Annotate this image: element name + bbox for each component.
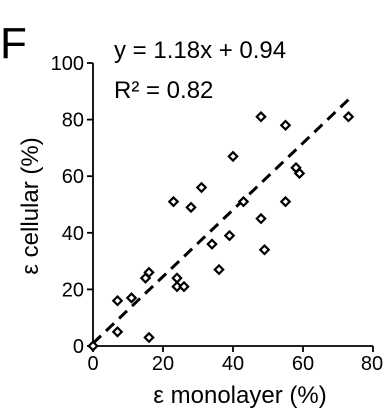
y-tick-label: 80: [62, 110, 84, 132]
x-tick-label: 20: [152, 353, 174, 375]
data-point: [143, 266, 155, 279]
data-point: [237, 195, 250, 208]
data-point: [185, 201, 197, 214]
y-tick-label: 20: [62, 279, 84, 301]
data-point: [178, 280, 190, 293]
data-point: [279, 195, 292, 208]
data-point: [213, 263, 225, 276]
axis-ticks: 0 20 40 60 80 100 0 20 40 60 80: [51, 53, 384, 375]
y-tick-label: 60: [62, 166, 84, 188]
r-squared-label: R² = 0.82: [114, 77, 213, 104]
data-point: [279, 119, 292, 132]
data-point: [255, 212, 267, 225]
data-point: [293, 167, 306, 180]
data-point: [258, 244, 271, 256]
data-point: [111, 294, 124, 307]
regression-equation: y = 1.18x + 0.94: [114, 37, 286, 64]
y-tick-label: 0: [73, 336, 84, 358]
data-point: [125, 292, 138, 304]
x-tick-label: 80: [361, 353, 383, 375]
data-point: [206, 238, 218, 250]
x-axis-title: ε monolayer (%): [153, 382, 326, 409]
data-point: [167, 195, 180, 208]
y-tick-label: 40: [62, 223, 84, 245]
data-point: [342, 111, 355, 123]
data-point: [223, 229, 236, 242]
data-point: [87, 340, 99, 352]
y-tick-label: 100: [51, 53, 84, 75]
data-point: [143, 331, 155, 344]
data-point: [195, 181, 208, 194]
x-tick-label: 0: [87, 353, 98, 375]
trendline: [91, 98, 350, 345]
data-point: [111, 326, 124, 338]
panel-label: F: [0, 19, 27, 68]
data-point: [255, 111, 267, 123]
data-point: [227, 150, 239, 163]
data-points: [87, 111, 355, 352]
x-tick-label: 40: [222, 353, 244, 375]
y-axis-title: ε cellular (%): [17, 137, 44, 274]
x-tick-label: 60: [292, 353, 314, 375]
